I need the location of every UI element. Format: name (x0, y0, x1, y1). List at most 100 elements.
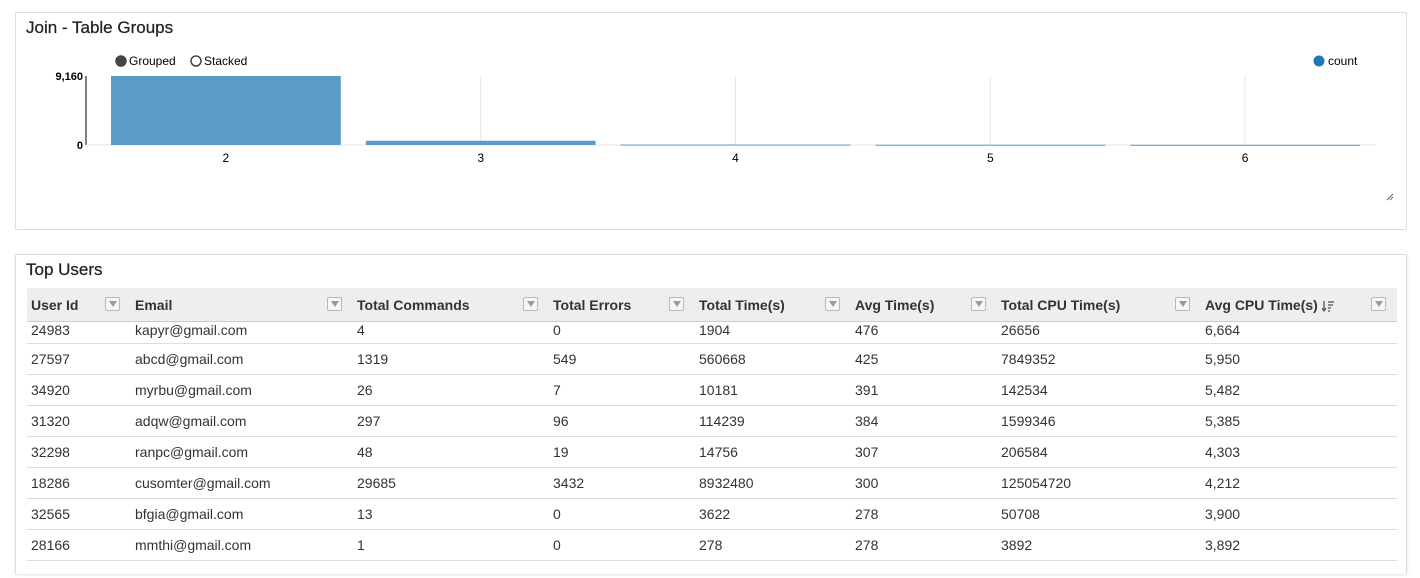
table-cell: 7849352 (1001, 351, 1056, 367)
table-row[interactable]: 24983 kapyr@gmail.com 4 0 1904 476 26656 6,664 (27, 322, 1397, 344)
table-cell: 28166 (31, 537, 70, 553)
table-cell: mmthi@gmail.com (135, 537, 252, 553)
legend-item-count[interactable]: count (1313, 54, 1359, 68)
table-cell: kapyr@gmail.com (135, 322, 248, 338)
table-row[interactable]: 27597 abcd@gmail.com 1319 549 560668 425 78493… (27, 344, 1397, 375)
x-tick-label: 3 (477, 151, 484, 165)
column-header[interactable]: Avg CPU Time(s) (1201, 288, 1334, 322)
table-cell: 425 (855, 351, 879, 367)
table-cell: 300 (855, 475, 879, 491)
table-cell: myrbu@gmail.com (135, 382, 252, 398)
bar-chart: Grouped Stacked count 0 9,160 2 3 4 5 6 (55, 54, 1376, 165)
table-cell: 1 (357, 537, 365, 553)
table-panel: Top Users User Id Email Total Commands Tota… (15, 254, 1407, 574)
column-filter-button[interactable] (1371, 297, 1386, 311)
table-row[interactable]: 32565 bfgia@gmail.com 13 0 3622 278 50708 3,900 (27, 499, 1397, 530)
filter-dropdown-icon (828, 301, 837, 307)
column-filter-button[interactable] (825, 297, 840, 311)
table-cell: 24983 (31, 322, 70, 338)
table-row[interactable]: 32298 ranpc@gmail.com 48 19 14756 307 206584 4,… (27, 437, 1397, 468)
table-cell: 5,385 (1205, 413, 1241, 429)
column-header[interactable]: Total CPU Time(s) (997, 288, 1120, 322)
bar[interactable] (875, 144, 1106, 146)
table-cell: bfgia@gmail.com (135, 506, 244, 522)
table-cell: 476 (855, 322, 879, 338)
table-cell: 142534 (1001, 382, 1048, 398)
resize-handle-icon[interactable] (1386, 193, 1394, 201)
column-header[interactable]: Total Errors (549, 288, 631, 322)
bar[interactable] (1130, 144, 1360, 146)
column-header[interactable]: Total Time(s) (695, 288, 785, 322)
table-cell: 32298 (31, 444, 70, 460)
table-panel-title: Top Users (26, 260, 103, 279)
table-cell: 206584 (1001, 444, 1048, 460)
grouped-toggle[interactable]: Grouped (115, 54, 176, 68)
x-tick-label: 5 (987, 151, 994, 165)
table-cell: 7 (553, 382, 561, 398)
filter-dropdown-icon (526, 301, 535, 307)
table-cell: 125054720 (1001, 475, 1072, 491)
table-cell: 0 (553, 537, 561, 553)
table-row[interactable]: 28166 mmthi@gmail.com 1 0 278 278 3892 3,892 (27, 530, 1397, 561)
bar[interactable] (620, 144, 851, 146)
table-cell: 14756 (699, 444, 738, 460)
users-grid: User Id Email Total Commands Total Errors To… (27, 288, 1397, 578)
filter-dropdown-icon (974, 301, 983, 307)
table-cell: 10181 (699, 382, 738, 398)
column-filter-button[interactable] (1175, 297, 1190, 311)
x-tick-label: 4 (732, 151, 739, 165)
table-cell: 6,664 (1205, 322, 1241, 338)
stacked-toggle[interactable]: Stacked (190, 54, 247, 68)
column-header-label: Total Time(s) (699, 297, 785, 313)
table-cell: 27597 (31, 351, 70, 367)
x-tick-label: 2 (223, 151, 230, 165)
column-header-label: Avg CPU Time(s) (1205, 297, 1318, 313)
table-cell: 391 (855, 382, 879, 398)
filter-dropdown-icon (672, 301, 681, 307)
table-cell: 96 (553, 413, 569, 429)
stacked-radio-icon[interactable] (190, 55, 202, 67)
table-cell: 4 (357, 322, 365, 338)
column-header[interactable]: Avg Time(s) (851, 288, 934, 322)
table-cell: 1599346 (1001, 413, 1056, 429)
column-filter-button[interactable] (105, 297, 120, 311)
bar[interactable] (365, 140, 596, 145)
column-header-label: User Id (31, 297, 79, 313)
table-cell: 31320 (31, 413, 70, 429)
table-row[interactable]: 31320 adqw@gmail.com 297 96 114239 384 1599346… (27, 406, 1397, 437)
filter-dropdown-icon (1374, 301, 1383, 307)
column-header[interactable]: User Id (27, 288, 78, 322)
y-tick-label: 0 (77, 140, 83, 152)
table-cell: 19 (553, 444, 569, 460)
table-cell: 3622 (699, 506, 731, 522)
table-cell: 3,892 (1205, 537, 1241, 553)
x-tick-label: 6 (1242, 151, 1249, 165)
column-header[interactable]: Total Commands (353, 288, 470, 322)
grid-body: 24983 kapyr@gmail.com 4 0 1904 476 26656 6,664 2… (27, 322, 1397, 561)
filter-dropdown-icon (108, 301, 117, 307)
grouped-radio-icon[interactable] (115, 55, 127, 67)
table-row[interactable]: 34920 myrbu@gmail.com 26 7 10181 391 142534 5,4… (27, 375, 1397, 406)
column-filter-button[interactable] (971, 297, 986, 311)
table-row[interactable]: 18286 cusomter@gmail.com 29685 3432 8932480 3… (27, 468, 1397, 499)
table-cell: 560668 (699, 351, 746, 367)
column-header-label: Total Commands (357, 297, 470, 313)
legend-swatch-icon (1313, 55, 1325, 67)
table-cell: 13 (357, 506, 373, 522)
table-cell: 1904 (699, 322, 731, 338)
column-filter-button[interactable] (523, 297, 538, 311)
table-cell: 307 (855, 444, 879, 460)
table-cell: 278 (855, 506, 879, 522)
table-cell: 278 (699, 537, 723, 553)
table-cell: 297 (357, 413, 381, 429)
sort-descending-icon[interactable] (1321, 300, 1334, 313)
bar[interactable] (111, 76, 341, 145)
table-cell: 4,212 (1205, 475, 1241, 491)
column-header[interactable]: Email (131, 288, 172, 322)
table-cell: ranpc@gmail.com (135, 444, 249, 460)
column-filter-button[interactable] (669, 297, 684, 311)
table-cell: 34920 (31, 382, 70, 398)
table-cell: 29685 (357, 475, 396, 491)
legend-label: count (1328, 54, 1358, 68)
column-filter-button[interactable] (327, 297, 342, 311)
